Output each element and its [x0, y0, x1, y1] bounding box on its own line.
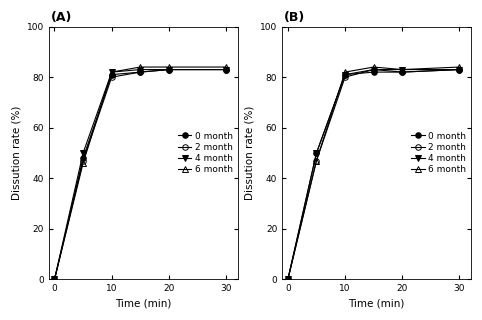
4 month	[456, 68, 462, 71]
0 month	[371, 70, 376, 74]
4 month	[80, 151, 86, 155]
Legend: 0 month, 2 month, 4 month, 6 month: 0 month, 2 month, 4 month, 6 month	[411, 132, 467, 174]
2 month	[80, 159, 86, 163]
Line: 6 month: 6 month	[285, 64, 462, 282]
4 month	[137, 68, 143, 71]
Y-axis label: Dissution rate (%): Dissution rate (%)	[11, 106, 21, 200]
Line: 0 month: 0 month	[52, 67, 229, 282]
0 month	[166, 68, 172, 71]
4 month	[223, 68, 229, 71]
2 month	[137, 70, 143, 74]
2 month	[166, 68, 172, 71]
6 month	[371, 65, 376, 69]
2 month	[223, 68, 229, 71]
2 month	[314, 159, 320, 163]
0 month	[80, 156, 86, 160]
4 month	[342, 73, 348, 76]
Y-axis label: Dissution rate (%): Dissution rate (%)	[244, 106, 254, 200]
6 month	[314, 159, 320, 163]
2 month	[109, 75, 115, 79]
4 month	[109, 70, 115, 74]
4 month	[166, 68, 172, 71]
0 month	[342, 73, 348, 76]
4 month	[400, 68, 405, 71]
6 month	[52, 277, 57, 281]
Line: 4 month: 4 month	[285, 67, 462, 282]
Text: (B): (B)	[284, 11, 305, 24]
0 month	[109, 73, 115, 76]
Line: 4 month: 4 month	[52, 67, 229, 282]
4 month	[371, 68, 376, 71]
6 month	[456, 65, 462, 69]
0 month	[456, 68, 462, 71]
Text: (A): (A)	[51, 11, 72, 24]
Line: 0 month: 0 month	[285, 67, 462, 282]
X-axis label: Time (min): Time (min)	[115, 299, 171, 309]
0 month	[137, 70, 143, 74]
2 month	[285, 277, 291, 281]
6 month	[109, 70, 115, 74]
Line: 6 month: 6 month	[52, 64, 229, 282]
4 month	[314, 151, 320, 155]
0 month	[52, 277, 57, 281]
6 month	[137, 65, 143, 69]
6 month	[80, 161, 86, 165]
6 month	[166, 65, 172, 69]
0 month	[400, 70, 405, 74]
4 month	[52, 277, 57, 281]
2 month	[456, 68, 462, 71]
4 month	[285, 277, 291, 281]
0 month	[314, 151, 320, 155]
6 month	[342, 70, 348, 74]
X-axis label: Time (min): Time (min)	[348, 299, 405, 309]
0 month	[223, 68, 229, 71]
2 month	[371, 68, 376, 71]
2 month	[400, 70, 405, 74]
6 month	[285, 277, 291, 281]
6 month	[223, 65, 229, 69]
Line: 2 month: 2 month	[285, 67, 462, 282]
6 month	[400, 68, 405, 71]
2 month	[342, 75, 348, 79]
2 month	[52, 277, 57, 281]
Line: 2 month: 2 month	[52, 67, 229, 282]
Legend: 0 month, 2 month, 4 month, 6 month: 0 month, 2 month, 4 month, 6 month	[178, 132, 233, 174]
0 month	[285, 277, 291, 281]
